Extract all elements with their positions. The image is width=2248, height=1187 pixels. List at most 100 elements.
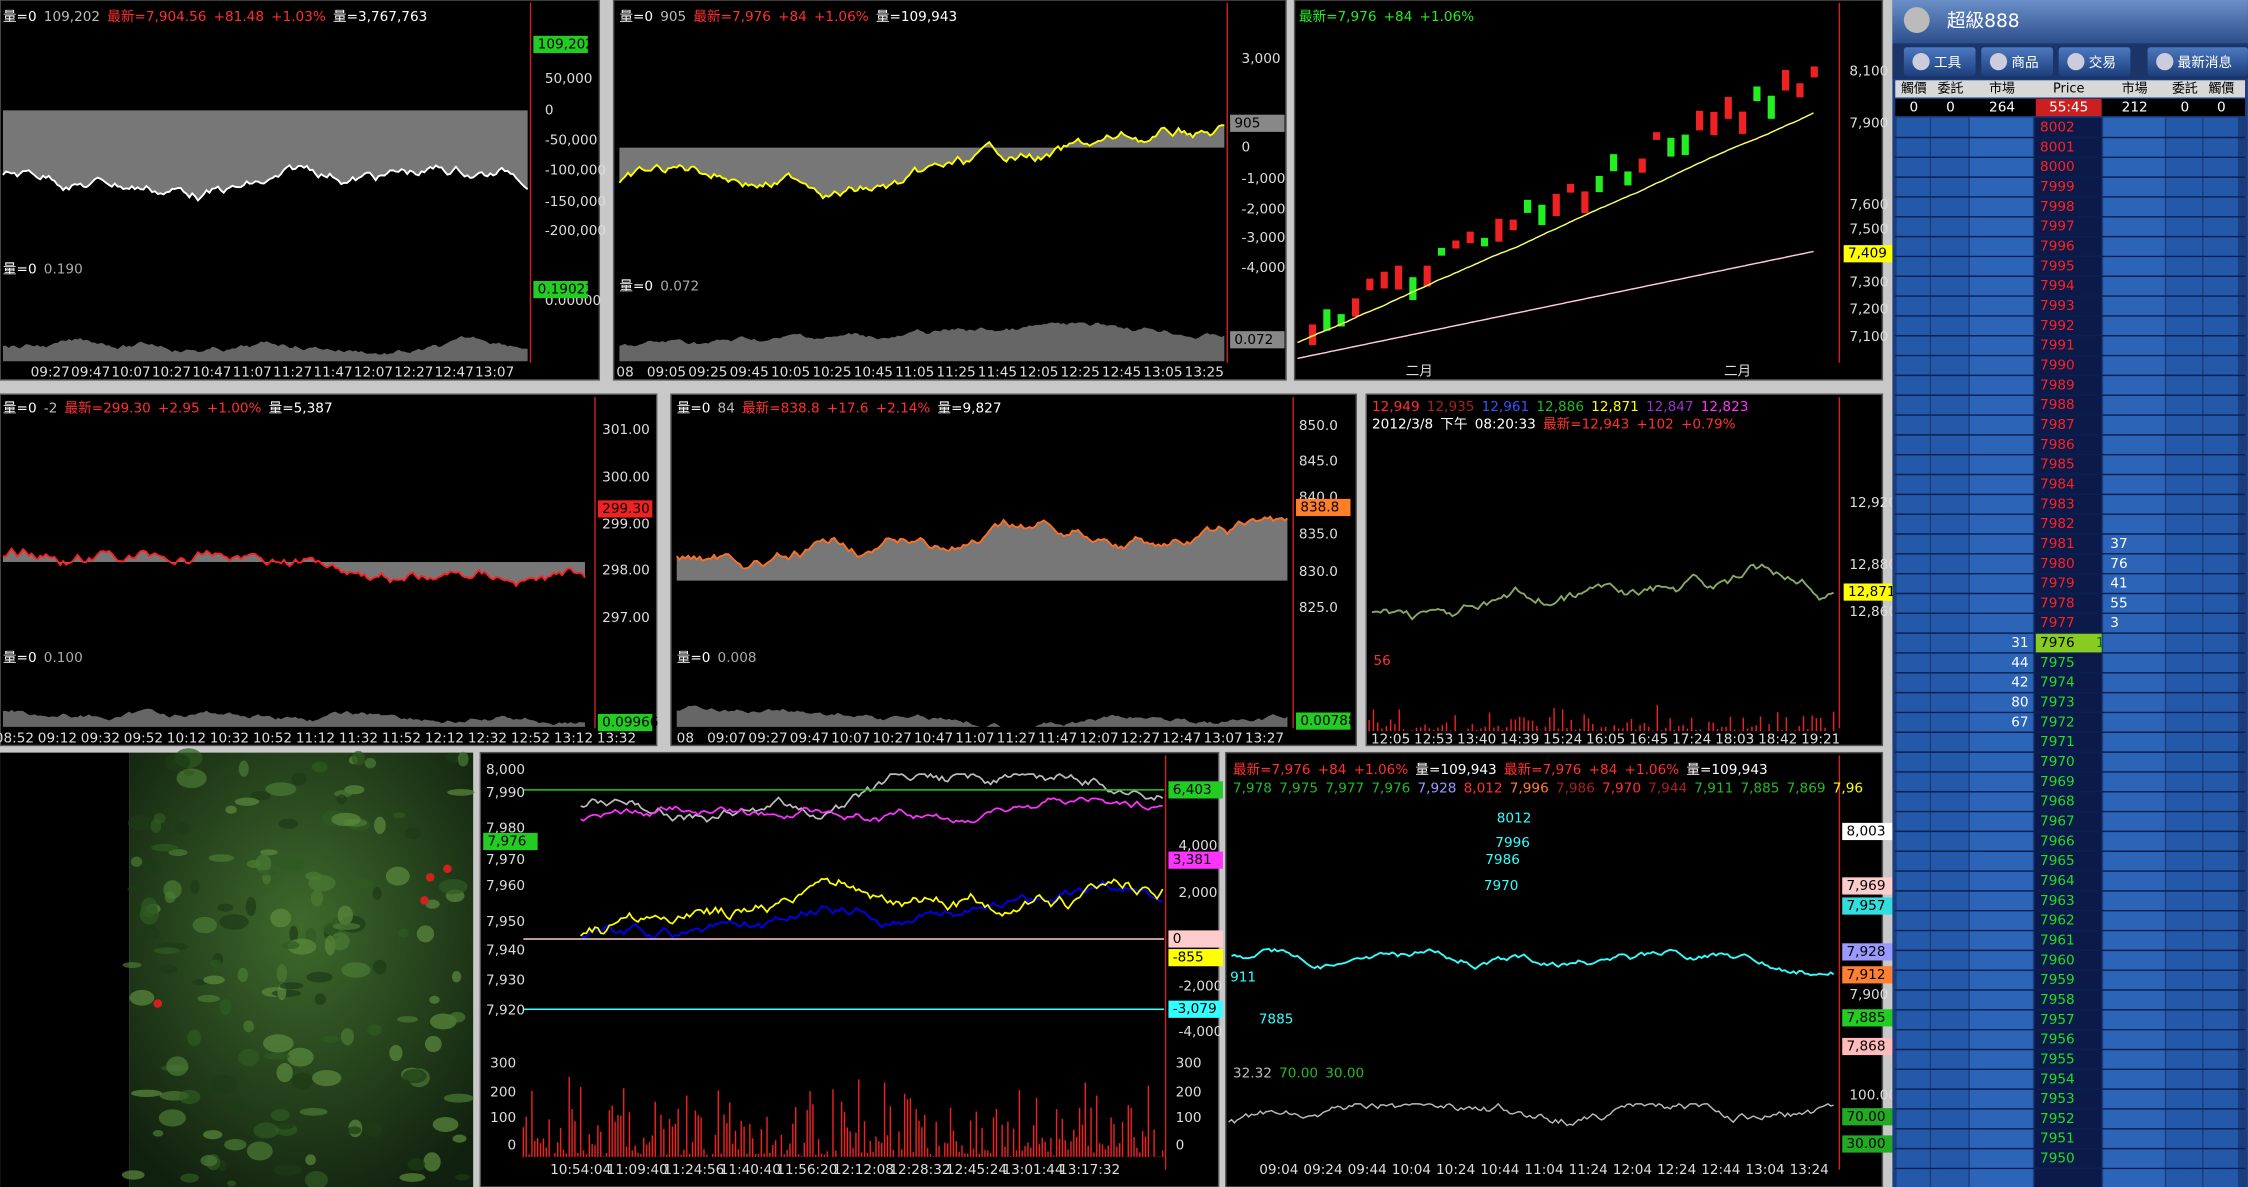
leaf bbox=[372, 887, 382, 901]
header-item: 量=0 bbox=[3, 262, 37, 278]
price-tag-text: 7,928 bbox=[1847, 944, 1886, 960]
leaf bbox=[158, 1109, 186, 1127]
x-label: 13:07 bbox=[1204, 730, 1243, 746]
button-label[interactable]: 商品 bbox=[2011, 55, 2038, 71]
axis-label: -50,000 bbox=[545, 132, 598, 148]
button-label[interactable]: 交易 bbox=[2089, 54, 2116, 71]
x-label: 11:24:56 bbox=[663, 1162, 724, 1178]
axis-label: 100 bbox=[1176, 1110, 1202, 1126]
ask-qty: 3 bbox=[2110, 615, 2119, 631]
header-item: 7,978 bbox=[1233, 780, 1272, 796]
x-label: 14:39 bbox=[1500, 732, 1539, 748]
leaf bbox=[320, 1035, 341, 1043]
candle bbox=[1667, 137, 1675, 157]
x-label: 12:24 bbox=[1657, 1162, 1696, 1178]
header-item: 量=9,827 bbox=[938, 401, 1002, 417]
leaf bbox=[168, 849, 188, 857]
column-header: 委託 bbox=[2172, 80, 2198, 96]
x-label: 12:53 bbox=[1414, 732, 1453, 748]
axis-label: 301.00 bbox=[602, 422, 650, 438]
price-line-decor bbox=[2, 547, 586, 588]
leaf bbox=[219, 999, 232, 1015]
price-tag bbox=[1230, 331, 1285, 349]
price-cell: 7990 bbox=[2040, 358, 2075, 374]
price-tag-text: 3,381 bbox=[1173, 852, 1212, 868]
price-cell: 7980 bbox=[2040, 556, 2075, 572]
header-item: 最新=299.30 bbox=[65, 401, 151, 417]
price-cell: 7959 bbox=[2040, 972, 2075, 988]
leaf bbox=[372, 959, 387, 975]
header-item: 8,012 bbox=[1464, 780, 1503, 796]
price-cell: 7974 bbox=[2040, 675, 2075, 691]
leaf bbox=[447, 789, 475, 796]
price-cell: 8002 bbox=[2040, 120, 2075, 136]
price-cell: 7997 bbox=[2040, 219, 2075, 235]
toolbar-button[interactable] bbox=[2147, 47, 2248, 76]
leaf bbox=[364, 757, 377, 769]
header-text: 量=0 905 最新=7,976 +84 +1.06% 量=109,943 bbox=[619, 9, 957, 25]
leaf bbox=[255, 854, 272, 874]
button-label[interactable]: 工具 bbox=[1934, 55, 1962, 71]
x-label: 12:05 bbox=[1019, 365, 1058, 381]
price-cell: 7982 bbox=[2040, 516, 2075, 532]
summary-cell: 0 bbox=[2181, 100, 2190, 116]
price-line-decor bbox=[1231, 947, 1835, 977]
header-text: 量=0 0.100 bbox=[3, 650, 83, 666]
header-item: 量=0 bbox=[3, 9, 37, 25]
price-cell: 7986 bbox=[2040, 437, 2075, 453]
leaf bbox=[340, 1028, 354, 1046]
x-label: 11:24 bbox=[1569, 1162, 1608, 1178]
leaf bbox=[225, 805, 237, 814]
leaf bbox=[253, 1122, 279, 1139]
x-label: 16:05 bbox=[1586, 732, 1625, 748]
candle bbox=[1767, 95, 1775, 119]
candle bbox=[1681, 134, 1689, 155]
leaf bbox=[331, 812, 361, 827]
price-tag bbox=[1168, 930, 1223, 948]
x-label: 10:24 bbox=[1436, 1162, 1475, 1178]
axis-label: 7,600 bbox=[1849, 197, 1888, 213]
price-cell: 7967 bbox=[2040, 814, 2075, 830]
price-tag-text: 7,409 bbox=[1848, 246, 1887, 262]
x-label: 09:44 bbox=[1348, 1162, 1387, 1178]
price-cell: 7969 bbox=[2040, 774, 2075, 790]
header-item: 12,847 bbox=[1646, 399, 1694, 415]
bid-qty: 44 bbox=[2011, 655, 2028, 671]
ma-line bbox=[1297, 112, 1814, 344]
leaf bbox=[238, 760, 249, 777]
photo-foliage bbox=[121, 748, 475, 1187]
price-tag bbox=[1168, 851, 1223, 869]
leaf bbox=[306, 971, 333, 983]
price-cell: 7950 bbox=[2040, 1151, 2075, 1167]
price-tag bbox=[1842, 943, 1897, 961]
button-label[interactable]: 最新消息 bbox=[2178, 54, 2232, 71]
candle bbox=[1609, 154, 1618, 172]
leaf bbox=[278, 818, 299, 829]
header-item: 量=0 bbox=[677, 401, 711, 417]
price-cell: 7991 bbox=[2040, 338, 2075, 354]
title-bar bbox=[1892, 0, 2248, 44]
header-item: 12,949 bbox=[1372, 399, 1420, 415]
x-label: 13:40 bbox=[1457, 732, 1496, 748]
x-label: 11:27 bbox=[997, 730, 1036, 746]
summary-cell: 264 bbox=[1989, 100, 2015, 116]
price-line-decor bbox=[618, 124, 1225, 200]
x-label: 18:42 bbox=[1758, 732, 1797, 748]
candle bbox=[1523, 199, 1532, 213]
x-label: 13:05 bbox=[1143, 365, 1182, 381]
leaf bbox=[192, 916, 217, 934]
price-cell: 7984 bbox=[2040, 476, 2075, 492]
header-item: 0.100 bbox=[44, 650, 83, 666]
chart-panel bbox=[612, 0, 1287, 381]
axis-label: 845.0 bbox=[1299, 454, 1338, 470]
candle bbox=[1638, 158, 1646, 173]
line-decor bbox=[580, 880, 1163, 940]
x-label: 12:52 bbox=[511, 730, 550, 746]
x-label: 12:27 bbox=[394, 365, 433, 381]
volume-decor bbox=[2, 708, 585, 727]
leaf bbox=[197, 994, 220, 1003]
leaf bbox=[163, 880, 182, 899]
x-label: 10:32 bbox=[210, 730, 249, 746]
leaf bbox=[299, 1107, 328, 1116]
header-item: 7,944 bbox=[1648, 780, 1687, 796]
